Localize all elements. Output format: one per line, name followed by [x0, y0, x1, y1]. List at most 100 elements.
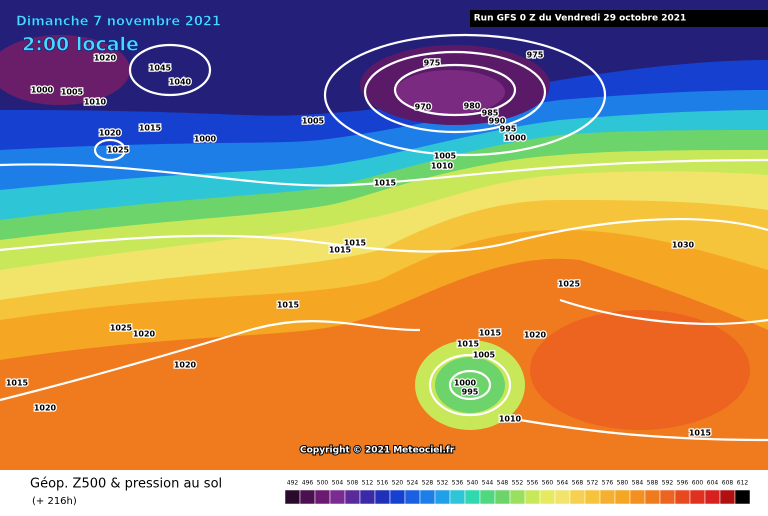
run-banner: [470, 10, 768, 27]
scale-swatch: [314, 489, 331, 505]
scale-swatch: [689, 489, 706, 505]
isobar-label: 990: [489, 117, 506, 126]
scale-label: 544: [482, 480, 494, 487]
isobar-label: 1040: [169, 78, 192, 87]
isobar-label: 1025: [558, 280, 581, 289]
scale-swatch: [464, 489, 481, 505]
isobar-label: 975: [424, 59, 441, 68]
isobar-label: 1030: [672, 241, 695, 250]
scale-label: 520: [392, 480, 404, 487]
isobar-label: 1000: [194, 135, 217, 144]
footer-lead: (+ 216h): [32, 496, 77, 507]
scale-swatch: [704, 489, 721, 505]
scale-swatch: [284, 489, 301, 505]
footer-title: Géop. Z500 & pression au sol: [30, 477, 222, 492]
scale-swatch: [584, 489, 601, 505]
isobar-label: 1000: [31, 86, 54, 95]
scale-label: 596: [677, 480, 689, 487]
scale-label: 608: [722, 480, 734, 487]
isobar-label: 975: [527, 51, 544, 60]
isobar-label: 1015: [374, 179, 397, 188]
time: 2:00 locale: [22, 34, 139, 56]
scale-label: 512: [362, 480, 374, 487]
isobar-label: 1005: [61, 88, 84, 97]
scale-swatch: [344, 489, 361, 505]
scale-label: 516: [377, 480, 389, 487]
scale-label: 500: [317, 480, 329, 487]
isobar-label: 1045: [149, 64, 172, 73]
scale-swatch: [524, 489, 541, 505]
scale-swatch: [419, 489, 436, 505]
scale-label: 564: [557, 480, 569, 487]
scale-swatch: [479, 489, 496, 505]
isobar-label: 1010: [84, 98, 107, 107]
isobar-label: 1000: [454, 379, 477, 388]
scale-label: 540: [467, 480, 479, 487]
isobar-label: 1020: [99, 129, 122, 138]
isobar-label: 985: [482, 109, 499, 118]
isobar-label: 1015: [344, 239, 367, 248]
isobar-label: 1015: [6, 379, 29, 388]
isobar-label: 995: [462, 388, 479, 397]
isobar-label: 995: [500, 125, 517, 134]
isobar-label: 1005: [473, 351, 496, 360]
scale-label: 580: [617, 480, 629, 487]
scale-label: 560: [542, 480, 554, 487]
scale-swatch: [734, 489, 751, 505]
scale-label: 576: [602, 480, 614, 487]
isobar-label: 1015: [277, 301, 300, 310]
scale-label: 536: [452, 480, 464, 487]
scale-swatch: [719, 489, 736, 505]
scale-label: 508: [347, 480, 359, 487]
scale-swatch: [404, 489, 421, 505]
scale-label: 496: [302, 480, 314, 487]
scale-swatch: [569, 489, 586, 505]
isobar-label: 1015: [479, 329, 502, 338]
isobar-label: 1005: [302, 117, 325, 126]
isobar-label: 980: [464, 102, 481, 111]
scale-swatch: [509, 489, 526, 505]
scale-label: 612: [737, 480, 749, 487]
isobar-label: 1015: [139, 124, 162, 133]
isobar-label: 970: [415, 103, 432, 112]
scale-swatch: [374, 489, 391, 505]
isobars: [0, 33, 768, 442]
color-scale: 492 496 500 504 508 512 516 520 524 528 532 536 540 5…: [284, 480, 751, 505]
isobar-label: 1000: [504, 134, 527, 143]
scale-label: 492: [287, 480, 299, 487]
scale-swatch: [449, 489, 466, 505]
isobar-label: 1015: [457, 340, 480, 349]
isobar-label: 1020: [34, 404, 57, 413]
scale-swatch: [389, 489, 406, 505]
scale-swatch: [644, 489, 661, 505]
scale-label: 532: [437, 480, 449, 487]
isobar-label: 1015: [329, 246, 352, 255]
scale-swatch: [299, 489, 316, 505]
scale-label: 600: [692, 480, 704, 487]
scale-swatch: [614, 489, 631, 505]
scale-swatch: [659, 489, 676, 505]
date: Dimanche 7 novembre 2021: [16, 15, 221, 30]
scale-swatch: [329, 489, 346, 505]
scale-swatch: [359, 489, 376, 505]
scale-label: 504: [332, 480, 344, 487]
scale-swatch: [629, 489, 646, 505]
isobar-label: 1005: [434, 152, 457, 161]
scale-label: 568: [572, 480, 584, 487]
scale-label: 548: [497, 480, 509, 487]
isobar-label: 1025: [110, 324, 133, 333]
isobar-label: 1025: [107, 146, 130, 155]
scale-label: 556: [527, 480, 539, 487]
scale-label: 592: [662, 480, 674, 487]
copyright: Copyright © 2021 Meteociel.fr: [300, 446, 455, 456]
isobar-label: 1020: [174, 361, 197, 370]
scale-label: 604: [707, 480, 719, 487]
scale-label: 584: [632, 480, 644, 487]
scale-swatch: [599, 489, 616, 505]
scale-swatch: [434, 489, 451, 505]
scale-label: 552: [512, 480, 524, 487]
scale-label: 588: [647, 480, 659, 487]
scale-swatch: [494, 489, 511, 505]
